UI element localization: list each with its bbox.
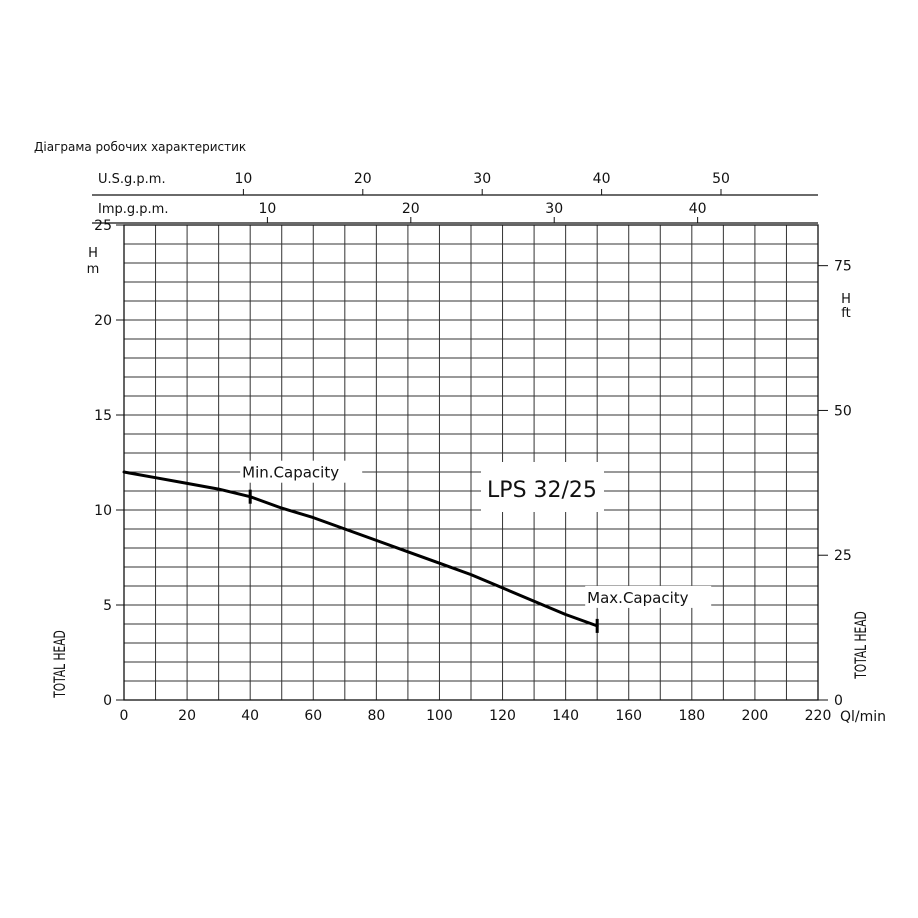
plot-frame xyxy=(123,224,819,701)
top-axis-tick-label: 20 xyxy=(354,171,372,187)
y-unit-right-symbol: H xyxy=(841,292,851,307)
title-bg xyxy=(481,462,604,512)
y-tick-label: 5 xyxy=(103,598,112,614)
x-tick-label: 200 xyxy=(742,708,769,724)
grid xyxy=(123,224,819,701)
top-axis-label: Imp.g.p.m. xyxy=(98,202,168,217)
y-axis-label-right: TOTAL HEAD xyxy=(852,611,871,679)
y-tick-label: 15 xyxy=(94,408,112,424)
top-axis-tick-label: 10 xyxy=(258,201,276,217)
x-tick-label: 120 xyxy=(489,708,516,724)
x-tick-label: 0 xyxy=(120,708,129,724)
annotation-label: Min.Capacity xyxy=(242,464,339,482)
y-tick-label: 10 xyxy=(94,503,112,519)
top-axis-tick-label: 10 xyxy=(234,171,252,187)
top-axis-tick-label: 40 xyxy=(689,201,707,217)
x-tick-label: 40 xyxy=(241,708,259,724)
x-tick-label: 100 xyxy=(426,708,453,724)
y-unit-left-symbol: H xyxy=(88,246,98,261)
y-axis-label-left: TOTAL HEAD xyxy=(51,630,70,698)
chart-caption: Діаграма робочих характеристик xyxy=(34,140,247,154)
top-axis-tick-label: 30 xyxy=(545,201,563,217)
performance-curve xyxy=(122,470,599,628)
axes: 0 20 40 60 80 100 120 140 160 180 200 220 Ql/min0510… xyxy=(51,171,886,725)
y-unit-left: m xyxy=(87,262,100,277)
labels: Min.Capacity Max.Capacity LPS 32/25 xyxy=(240,460,712,633)
y-tick-label: 0 xyxy=(103,693,112,709)
annotation-label: Max.Capacity xyxy=(587,589,688,607)
y-tick-label: 20 xyxy=(94,313,112,329)
series-layer xyxy=(122,470,599,628)
y-right-tick-label: 0 xyxy=(834,693,843,709)
y-right-tick-label: 25 xyxy=(834,548,852,564)
x-tick-label: 80 xyxy=(367,708,385,724)
x-tick-label: 60 xyxy=(304,708,322,724)
top-axis-label: U.S.g.p.m. xyxy=(98,172,166,187)
x-axis-label: Ql/min xyxy=(840,709,886,725)
top-axis-tick-label: 20 xyxy=(402,201,420,217)
x-tick-label: 20 xyxy=(178,708,196,724)
annotation-bg xyxy=(585,585,712,608)
y-tick-label: 25 xyxy=(94,218,112,234)
x-tick-label: 180 xyxy=(678,708,705,724)
top-axis-tick-label: 40 xyxy=(593,171,611,187)
top-axis-tick-label: 30 xyxy=(473,171,491,187)
top-axis-tick-label: 50 xyxy=(712,171,730,187)
y-unit-right: ft xyxy=(841,306,850,321)
x-tick-label: 140 xyxy=(552,708,579,724)
x-tick-label: 160 xyxy=(615,708,642,724)
annotation-bg xyxy=(240,460,363,483)
y-right-tick-label: 50 xyxy=(834,403,852,419)
chart-title: LPS 32/25 xyxy=(487,478,597,503)
x-tick-label: 220 xyxy=(805,708,832,724)
y-right-tick-label: 75 xyxy=(834,259,852,275)
